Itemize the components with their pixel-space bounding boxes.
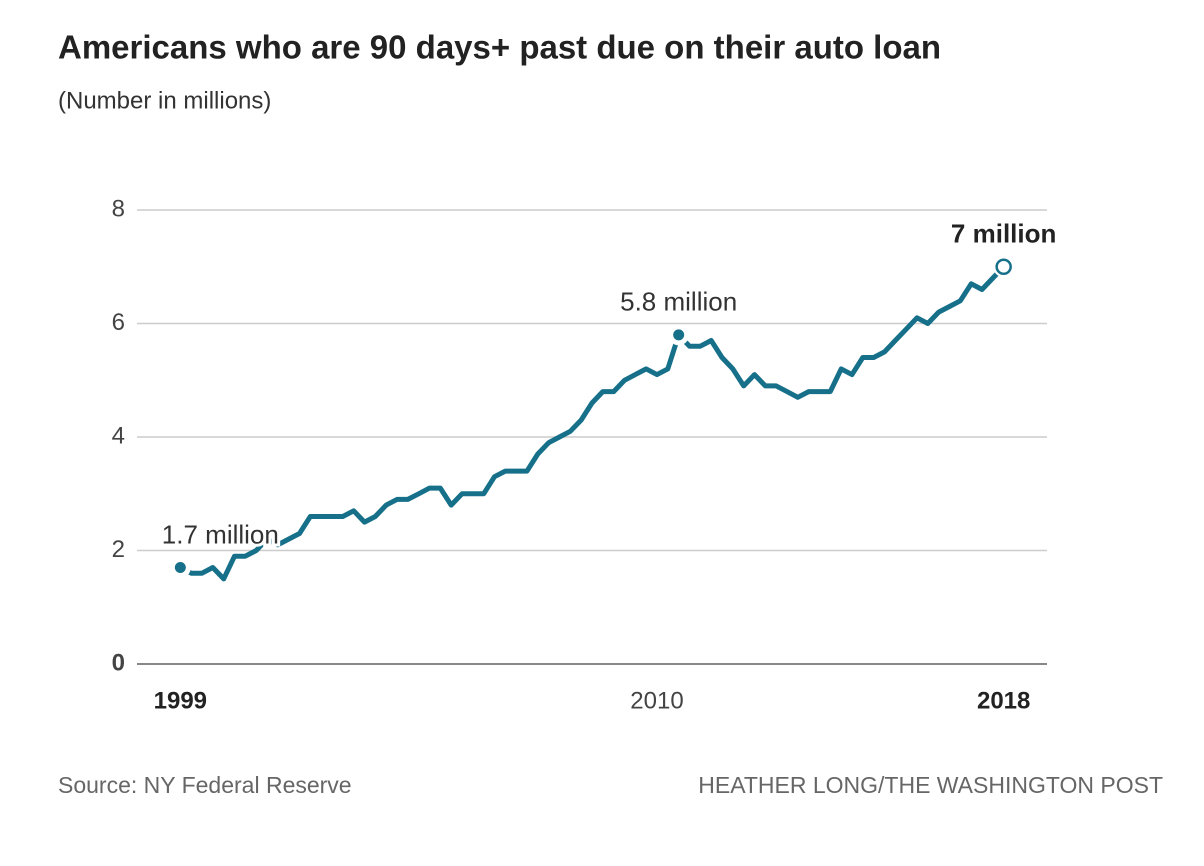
source: Source: NY Federal Reserve — [58, 772, 352, 798]
annotation: 7 million — [951, 219, 1056, 249]
x-tick-label: 2010 — [630, 687, 683, 714]
annotation: 5.8 million — [620, 287, 737, 317]
highlight-dot — [668, 324, 690, 346]
credit: HEATHER LONG/THE WASHINGTON POST — [698, 772, 1163, 798]
chart-subtitle: (Number in millions) — [58, 87, 271, 114]
x-tick-label: 1999 — [154, 687, 207, 714]
y-tick-label: 8 — [112, 195, 125, 222]
x-tick-label: 2018 — [977, 687, 1030, 714]
highlight-dot-ring — [995, 258, 1012, 275]
y-tick-label: 4 — [112, 422, 125, 449]
data-line — [179, 265, 1006, 582]
y-tick-label: 6 — [112, 309, 125, 336]
highlight-dot — [169, 557, 191, 579]
y-tick-label: 0 — [112, 649, 125, 676]
y-tick-label: 2 — [112, 536, 125, 563]
chart-title: Americans who are 90 days+ past due on t… — [58, 29, 941, 66]
annotation: 1.7 million — [162, 519, 279, 549]
